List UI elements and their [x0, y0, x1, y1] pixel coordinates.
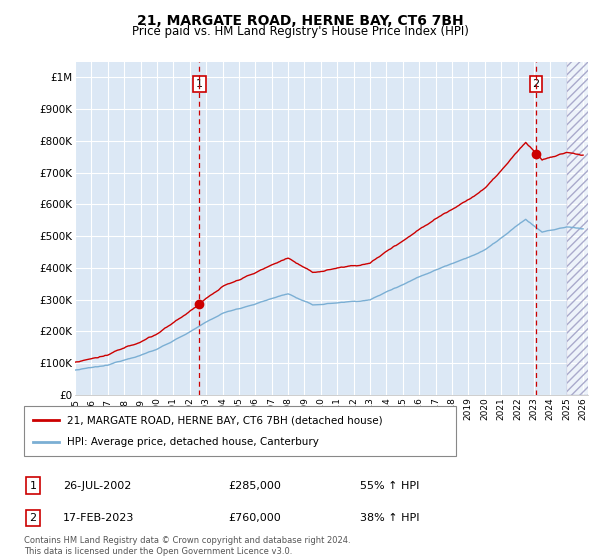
- Text: 55% ↑ HPI: 55% ↑ HPI: [360, 480, 419, 491]
- Text: 21, MARGATE ROAD, HERNE BAY, CT6 7BH: 21, MARGATE ROAD, HERNE BAY, CT6 7BH: [137, 14, 463, 28]
- Text: 17-FEB-2023: 17-FEB-2023: [63, 513, 134, 523]
- Text: Contains HM Land Registry data © Crown copyright and database right 2024.
This d: Contains HM Land Registry data © Crown c…: [24, 536, 350, 556]
- Text: 38% ↑ HPI: 38% ↑ HPI: [360, 513, 419, 523]
- Text: HPI: Average price, detached house, Canterbury: HPI: Average price, detached house, Cant…: [67, 437, 319, 447]
- Text: Price paid vs. HM Land Registry's House Price Index (HPI): Price paid vs. HM Land Registry's House …: [131, 25, 469, 38]
- Text: 1: 1: [29, 480, 37, 491]
- Text: 26-JUL-2002: 26-JUL-2002: [63, 480, 131, 491]
- Text: 1: 1: [196, 79, 203, 89]
- FancyBboxPatch shape: [24, 406, 456, 456]
- Text: 2: 2: [532, 79, 539, 89]
- Text: 21, MARGATE ROAD, HERNE BAY, CT6 7BH (detached house): 21, MARGATE ROAD, HERNE BAY, CT6 7BH (de…: [67, 415, 383, 425]
- Text: £760,000: £760,000: [228, 513, 281, 523]
- Text: 2: 2: [29, 513, 37, 523]
- Text: £285,000: £285,000: [228, 480, 281, 491]
